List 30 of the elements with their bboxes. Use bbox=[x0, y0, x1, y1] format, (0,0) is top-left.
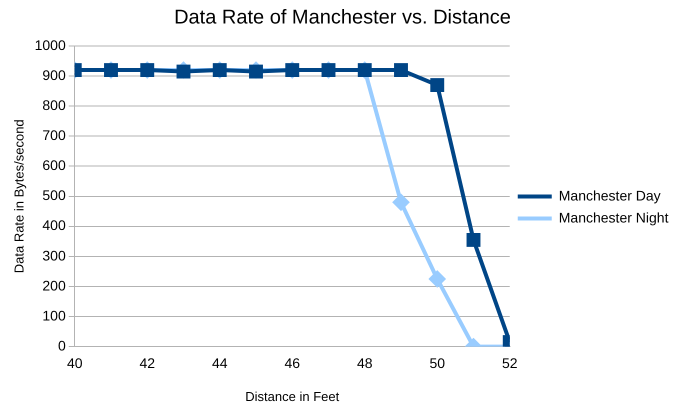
x-tick-label: 50 bbox=[429, 354, 446, 371]
x-tick-label: 40 bbox=[66, 354, 83, 371]
y-tick-label: 100 bbox=[42, 307, 66, 324]
point bbox=[176, 64, 190, 78]
y-tick-label: 500 bbox=[42, 187, 66, 204]
y-axis-title: Data Rate in Bytes/second bbox=[11, 119, 26, 274]
point bbox=[394, 63, 408, 77]
x-tick-label: 48 bbox=[356, 354, 373, 371]
chart-title: Data Rate of Manchester vs. Distance bbox=[174, 6, 511, 29]
x-tick-label: 42 bbox=[139, 354, 156, 371]
legend-label: Manchester Day bbox=[558, 187, 661, 204]
y-tick-label: 200 bbox=[42, 277, 66, 294]
x-tick-label: 44 bbox=[212, 354, 228, 371]
point bbox=[429, 270, 446, 287]
y-tick-label: 800 bbox=[42, 96, 66, 113]
point bbox=[249, 64, 263, 78]
y-tick-label: 900 bbox=[42, 66, 66, 83]
point bbox=[466, 232, 480, 247]
x-tick-label: 46 bbox=[284, 354, 300, 371]
point bbox=[430, 78, 444, 92]
x-tick-label: 52 bbox=[502, 354, 518, 371]
point bbox=[393, 194, 409, 210]
y-tick-label: 400 bbox=[42, 217, 66, 234]
y-tick-label: 1000 bbox=[34, 36, 66, 53]
y-tick-label: 0 bbox=[58, 337, 66, 354]
y-tick-label: 300 bbox=[42, 247, 66, 264]
y-tick-label: 700 bbox=[42, 127, 66, 144]
legend-label: Manchester Night bbox=[558, 209, 669, 226]
y-tick-label: 600 bbox=[42, 157, 66, 174]
x-axis-title: Distance in Feet bbox=[245, 388, 340, 404]
